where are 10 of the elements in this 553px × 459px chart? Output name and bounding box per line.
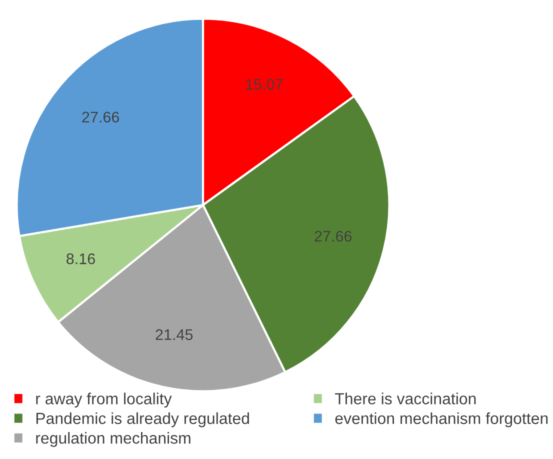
data-label: 27.66	[314, 230, 352, 242]
data-label: 8.16	[66, 253, 95, 264]
legend-label: regulation mechanism	[36, 432, 190, 447]
data-label: 27.66	[82, 112, 120, 123]
legend-label: There is vaccination	[334, 392, 476, 404]
data-label: 21.45	[156, 329, 193, 340]
legend-label: evention mechanism forgotten	[335, 412, 548, 428]
data-label: 15.07	[246, 78, 282, 90]
legend-label: Pandemic is already regulated	[36, 412, 249, 428]
legend-label: r away from locality	[36, 392, 172, 408]
